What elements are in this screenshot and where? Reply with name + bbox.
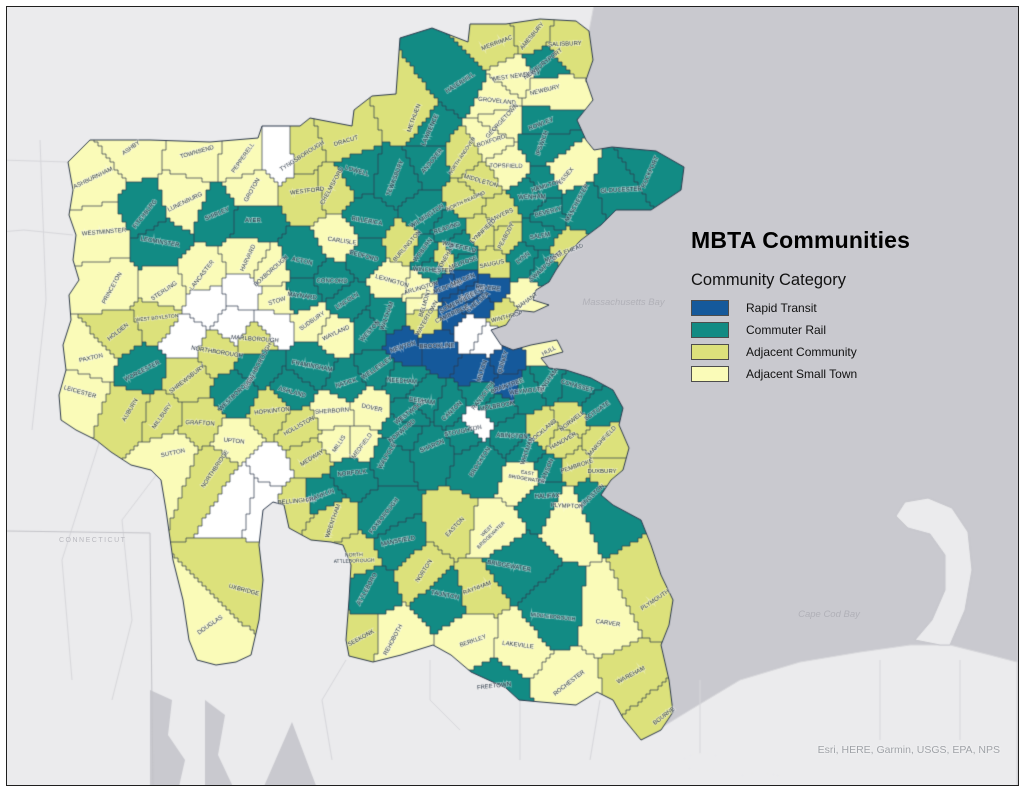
commuter-rail-swatch: [691, 322, 729, 338]
map-canvas: [7, 7, 1018, 785]
legend-item-label: Rapid Transit: [746, 301, 817, 315]
map-frame: MBTA Communities Community Category Rapi…: [6, 6, 1019, 786]
map-title: MBTA Communities: [691, 227, 911, 253]
legend-header: Community Category: [691, 271, 846, 289]
adjacent-community-swatch: [691, 344, 729, 360]
adjacent-small-town-swatch: [691, 366, 729, 382]
legend-item-rapid-transit: Rapid Transit: [691, 297, 857, 319]
legend: Rapid Transit Commuter Rail Adjacent Com…: [691, 297, 857, 385]
legend-item-commuter-rail: Commuter Rail: [691, 319, 857, 341]
massachusetts-bay-label: Massachusetts Bay: [582, 297, 665, 308]
legend-item-adjacent-small-town: Adjacent Small Town: [691, 363, 857, 385]
legend-item-label: Adjacent Small Town: [746, 367, 858, 381]
cape-cod-bay-label: Cape Cod Bay: [798, 609, 860, 620]
connecticut-label: CONNECTICUT: [59, 537, 127, 544]
rapid-transit-swatch: [691, 300, 729, 316]
legend-item-label: Commuter Rail: [746, 323, 827, 337]
map-attribution: Esri, HERE, Garmin, USGS, EPA, NPS: [817, 744, 1000, 756]
legend-item-adjacent-community: Adjacent Community: [691, 341, 857, 363]
legend-item-label: Adjacent Community: [746, 345, 857, 359]
